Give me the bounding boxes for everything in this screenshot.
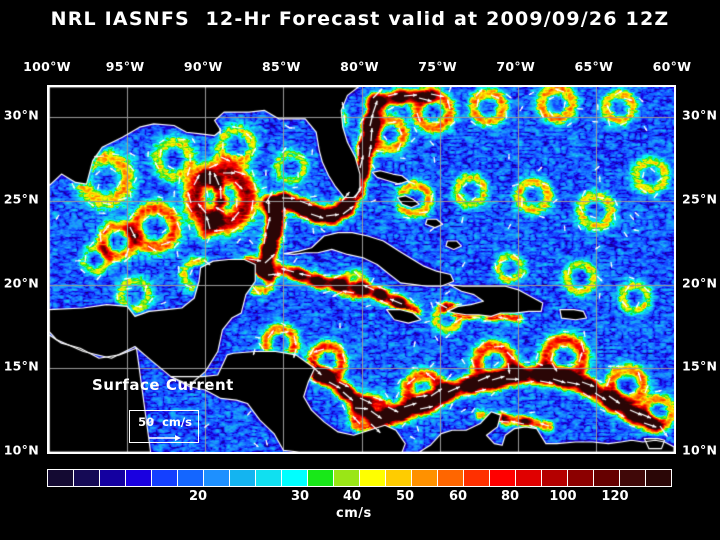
latitude-tick-left-25N: 25°N [3,191,39,207]
colorbar-tick-80: 80 [500,489,520,504]
colorbar-cell-12 [360,470,386,486]
colorbar-cell-0 [48,470,74,486]
colorbar-cell-6 [204,470,230,486]
colorbar-cell-10 [308,470,334,486]
latitude-tick-left-20N: 20°N [3,275,39,291]
vector-scale-legend: 50 cm/s [129,410,199,443]
longitude-tick-60W: 60°W [652,59,692,74]
latitude-tick-right-20N: 20°N [682,275,718,291]
colorbar-tick-50: 50 [395,489,415,504]
map-plot-area[interactable] [47,85,676,454]
colorbar-units-label: cm/s [336,506,372,521]
colorbar-tick-20: 20 [188,489,208,504]
colorbar-cell-11 [334,470,360,486]
colorbar-cell-19 [542,470,568,486]
longitude-tick-85W: 85°W [262,59,301,74]
colorbar-cell-17 [490,470,516,486]
surface-current-label: Surface Current [92,376,234,394]
colorbar-cell-1 [74,470,100,486]
colorbar-tick-40: 40 [342,489,362,504]
colorbar-cell-8 [256,470,282,486]
colorbar-cell-3 [126,470,152,486]
vector-scale-arrow-icon [149,435,181,441]
colorbar-cell-14 [412,470,438,486]
colorbar-cell-7 [230,470,256,486]
colorbar-cell-2 [100,470,126,486]
colorbar-cell-13 [386,470,412,486]
surface-current-field[interactable] [49,87,674,452]
latitude-tick-left-10N: 10°N [3,442,39,458]
colorbar-tick-30: 30 [290,489,310,504]
latitude-tick-right-10N: 10°N [682,442,718,458]
longitude-tick-70W: 70°W [496,59,536,74]
colorbar-cell-21 [594,470,620,486]
longitude-tick-75W: 75°W [418,59,457,74]
longitude-tick-65W: 65°W [574,59,614,74]
vector-scale-label: 50 cm/s [138,415,192,429]
latitude-tick-left-30N: 30°N [3,107,39,123]
colorbar-cell-16 [464,470,490,486]
colorbar-cell-4 [152,470,178,486]
colorbar-tick-100: 100 [549,489,577,504]
longitude-tick-100W: 100°W [23,59,71,74]
latitude-tick-right-25N: 25°N [682,191,718,207]
colorbar-tick-60: 60 [448,489,468,504]
colorbar-cell-23 [646,470,671,486]
page-title: NRL IASNFS 12-Hr Forecast valid at 2009/… [50,8,670,30]
colorbar-cell-18 [516,470,542,486]
colorbar-tick-120: 120 [601,489,629,504]
longitude-tick-95W: 95°W [105,59,145,74]
longitude-tick-80W: 80°W [340,59,379,74]
colorbar-cell-9 [282,470,308,486]
colorbar-cells [47,469,672,487]
colorbar [47,469,672,487]
colorbar-cell-22 [620,470,646,486]
longitude-tick-90W: 90°W [183,59,223,74]
colorbar-cell-15 [438,470,464,486]
latitude-tick-right-30N: 30°N [682,107,718,123]
colorbar-cell-20 [568,470,594,486]
latitude-tick-right-15N: 15°N [682,358,718,374]
latitude-tick-left-15N: 15°N [3,358,39,374]
colorbar-cell-5 [178,470,204,486]
